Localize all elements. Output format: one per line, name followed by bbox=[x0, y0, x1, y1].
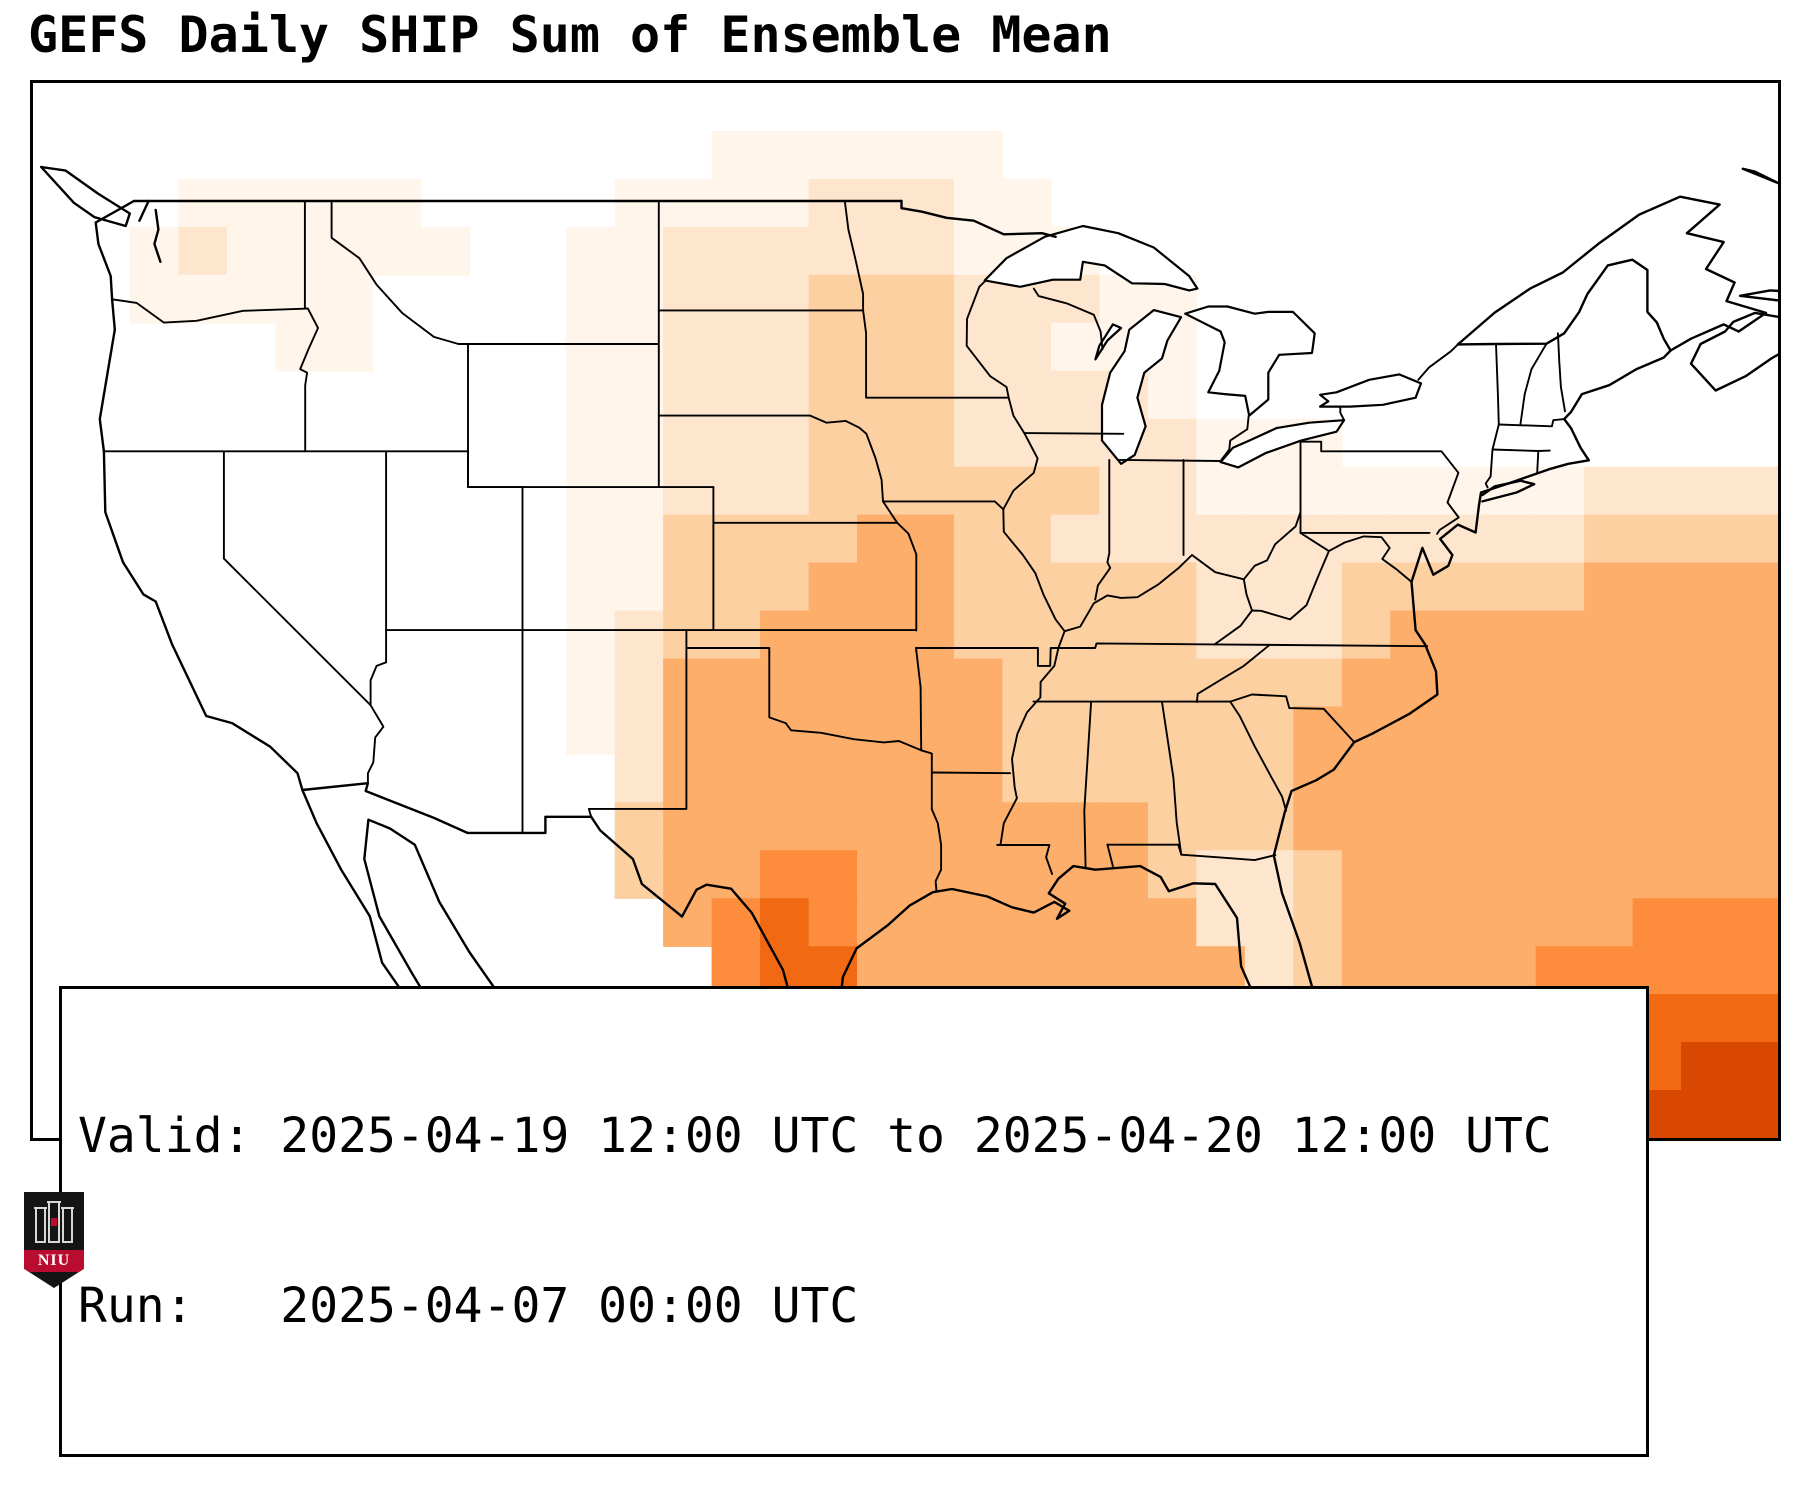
state-border bbox=[1299, 440, 1460, 535]
national-border bbox=[900, 199, 1057, 238]
state-border bbox=[1032, 287, 1104, 351]
state-border bbox=[1180, 853, 1277, 862]
state-border bbox=[1213, 643, 1429, 648]
niu-shield-icon: NIU bbox=[24, 1192, 84, 1288]
state-border bbox=[1519, 342, 1548, 427]
coastline bbox=[1456, 195, 1768, 352]
state-border bbox=[1242, 578, 1253, 612]
coastline bbox=[1689, 311, 1778, 392]
lake bbox=[1100, 309, 1183, 465]
coastline bbox=[153, 208, 162, 263]
great-lakes bbox=[983, 224, 1423, 469]
state-border bbox=[1083, 701, 1093, 869]
run-time: Run: 2025-04-07 00:00 UTC bbox=[78, 1278, 859, 1335]
state-border bbox=[299, 200, 319, 453]
state-border bbox=[915, 647, 1060, 667]
coastline bbox=[94, 199, 304, 792]
valid-time: Valid: 2025-04-19 12:00 UTC to 2025-04-2… bbox=[78, 1108, 1552, 1165]
figure-title: GEFS Daily SHIP Sum of Ensemble Mean bbox=[28, 6, 1112, 64]
state-border bbox=[882, 500, 1005, 511]
coastline bbox=[839, 864, 1292, 1054]
state-border bbox=[1213, 531, 1330, 646]
state-border bbox=[1195, 643, 1271, 703]
state-border bbox=[1417, 343, 1459, 381]
state-border bbox=[1057, 642, 1216, 649]
state-border bbox=[1339, 405, 1346, 422]
state-border bbox=[222, 450, 372, 707]
state-border bbox=[1117, 458, 1222, 462]
national-border bbox=[301, 782, 849, 1027]
state-border bbox=[965, 280, 1066, 846]
state-border bbox=[111, 298, 309, 324]
info-box: Valid: 2025-04-19 12:00 UTC to 2025-04-2… bbox=[59, 986, 1649, 1457]
state-border bbox=[587, 629, 688, 818]
lake bbox=[983, 224, 1199, 292]
state-border bbox=[366, 704, 385, 785]
map-panel: Valid: 2025-04-19 12:00 UTC to 2025-04-2… bbox=[30, 80, 1781, 1457]
castle-icon bbox=[34, 1201, 74, 1243]
state-border bbox=[1491, 448, 1551, 452]
state-border bbox=[1484, 343, 1500, 489]
state-border bbox=[330, 200, 469, 345]
state-border bbox=[1094, 458, 1112, 601]
state-border bbox=[467, 450, 524, 489]
state-border bbox=[1106, 843, 1183, 856]
state-border bbox=[1229, 700, 1288, 812]
state-border bbox=[930, 771, 1012, 775]
state-border bbox=[1556, 332, 1566, 413]
coastline bbox=[138, 199, 150, 222]
state-border bbox=[843, 200, 865, 312]
coastline bbox=[1272, 349, 1672, 1054]
state-border bbox=[1229, 693, 1356, 744]
lake bbox=[1319, 373, 1423, 408]
state-border bbox=[862, 309, 1010, 399]
state-border bbox=[915, 647, 933, 811]
state-border bbox=[1023, 432, 1125, 435]
state-border bbox=[369, 450, 388, 707]
niu-logo: NIU bbox=[24, 1192, 84, 1288]
state-border bbox=[1327, 535, 1413, 583]
state-border bbox=[1219, 414, 1250, 462]
lake bbox=[1184, 305, 1316, 417]
state-border bbox=[1536, 450, 1540, 474]
coastline bbox=[1738, 289, 1778, 302]
coastline bbox=[1481, 479, 1536, 503]
coastline bbox=[1456, 258, 1672, 352]
niu-logo-text: NIU bbox=[24, 1250, 84, 1272]
state-border bbox=[1497, 418, 1566, 428]
state-border bbox=[930, 808, 943, 893]
coastlines-and-borders bbox=[40, 165, 1778, 1138]
state-border bbox=[1063, 511, 1302, 633]
state-border bbox=[1161, 701, 1183, 856]
state-border bbox=[657, 414, 868, 435]
conus-ship-heatmap bbox=[40, 131, 1778, 1138]
coastline bbox=[1741, 167, 1778, 185]
state-border bbox=[865, 432, 918, 632]
coastline bbox=[40, 165, 131, 228]
state-border bbox=[1106, 843, 1114, 868]
state-border bbox=[996, 844, 1054, 875]
lake bbox=[1094, 323, 1123, 361]
state-border bbox=[686, 647, 923, 752]
